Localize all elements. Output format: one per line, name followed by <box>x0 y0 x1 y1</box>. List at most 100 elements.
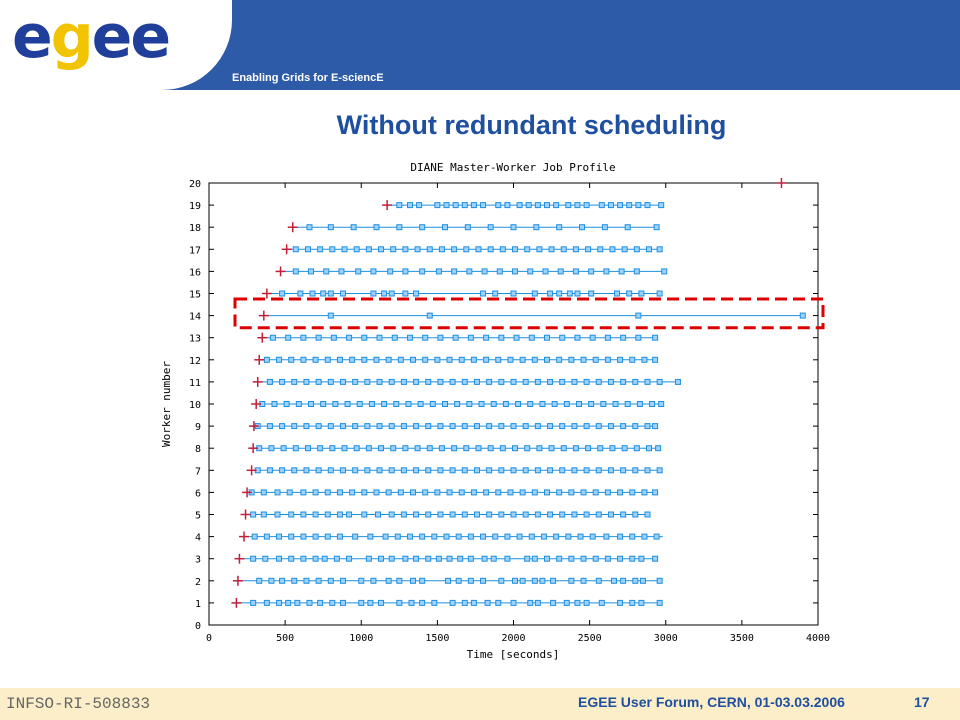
task-point <box>588 401 595 407</box>
task-point <box>312 533 319 540</box>
y-tick-label: 18 <box>189 223 201 234</box>
task-point <box>522 423 529 430</box>
task-point <box>449 599 456 606</box>
task-point <box>312 511 319 518</box>
task-point <box>300 511 307 518</box>
task-point <box>463 246 470 253</box>
task-point <box>352 423 359 430</box>
task-point <box>531 489 538 496</box>
task-point <box>269 334 276 341</box>
task-point <box>563 401 570 407</box>
task-point <box>336 511 343 518</box>
task-point <box>419 533 426 540</box>
y-tick-label: 0 <box>195 621 201 632</box>
task-point <box>358 599 365 606</box>
task-point <box>385 577 392 584</box>
task-point <box>338 268 345 275</box>
task-point <box>370 577 377 584</box>
task-point <box>548 445 555 452</box>
task-point <box>473 511 480 518</box>
x-tick-label: 3000 <box>654 633 678 644</box>
task-point <box>373 224 380 231</box>
task-point <box>271 401 278 407</box>
task-point <box>292 246 299 253</box>
task-point <box>644 423 651 430</box>
y-tick-label: 4 <box>195 533 201 544</box>
task-point <box>365 445 372 452</box>
task-point <box>507 356 514 363</box>
task-point <box>329 599 336 606</box>
task-point <box>638 555 645 562</box>
task-point <box>557 268 564 275</box>
task-point <box>480 577 487 584</box>
worker-row-13 <box>257 332 659 343</box>
task-point <box>543 356 550 363</box>
task-point <box>466 268 473 275</box>
task-point <box>346 555 353 562</box>
task-point <box>416 202 423 209</box>
task-point <box>499 246 506 253</box>
task-point <box>656 599 663 606</box>
task-point <box>583 378 590 385</box>
task-point <box>333 555 340 562</box>
task-point <box>620 511 627 518</box>
x-axis-label: Time [seconds] <box>467 648 560 660</box>
task-point <box>250 599 257 606</box>
task-point <box>263 533 270 540</box>
task-point <box>568 577 575 584</box>
task-point <box>498 467 505 474</box>
task-point <box>592 489 599 496</box>
task-point <box>315 423 322 430</box>
task-point <box>580 577 587 584</box>
task-point <box>308 268 315 275</box>
task-point <box>443 533 450 540</box>
worker-row-14 <box>258 310 806 321</box>
task-point <box>510 378 517 385</box>
task-point <box>580 356 587 363</box>
task-point <box>655 445 662 452</box>
task-point <box>327 290 334 297</box>
task-point <box>353 246 360 253</box>
task-point <box>336 356 343 363</box>
task-point <box>649 401 656 407</box>
task-point <box>303 467 310 474</box>
task-point <box>484 599 491 606</box>
task-point <box>410 489 417 496</box>
task-point <box>525 202 532 209</box>
task-point <box>635 202 642 209</box>
task-point <box>483 356 490 363</box>
task-point <box>522 511 529 518</box>
task-point <box>534 378 541 385</box>
task-point <box>486 511 493 518</box>
task-point <box>534 511 541 518</box>
task-point <box>588 268 595 275</box>
task-point <box>461 599 468 606</box>
task-point <box>327 577 334 584</box>
task-point <box>522 378 529 385</box>
task-point <box>644 511 651 518</box>
egee-logo: egee <box>12 2 171 72</box>
task-point <box>641 533 648 540</box>
task-point <box>607 423 614 430</box>
task-point <box>315 334 322 341</box>
task-point <box>467 555 474 562</box>
task-point <box>536 246 543 253</box>
task-point <box>604 356 611 363</box>
task-point <box>280 445 287 452</box>
task-point <box>306 224 313 231</box>
task-point <box>556 290 563 297</box>
x-tick-label: 2000 <box>501 633 525 644</box>
task-point <box>583 423 590 430</box>
task-point <box>336 489 343 496</box>
task-point <box>620 334 627 341</box>
task-point <box>528 334 535 341</box>
task-point <box>461 378 468 385</box>
task-point <box>419 577 426 584</box>
worker-row-11 <box>252 376 681 387</box>
task-point <box>381 290 388 297</box>
task-point <box>547 423 554 430</box>
task-point <box>635 312 642 319</box>
task-point <box>597 445 604 452</box>
task-point <box>571 511 578 518</box>
task-point <box>534 202 541 209</box>
